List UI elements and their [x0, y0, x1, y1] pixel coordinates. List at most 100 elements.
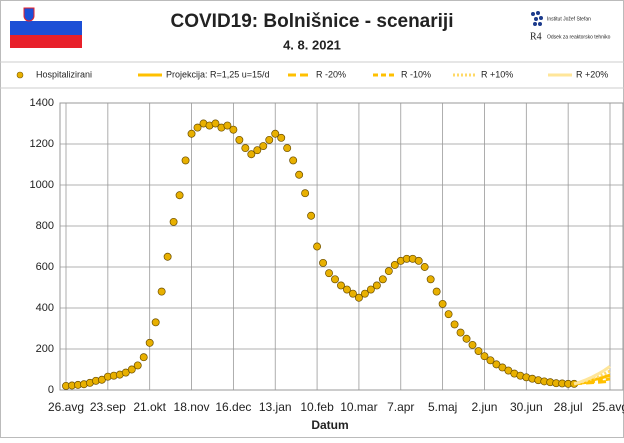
- legend-label: R -10%: [401, 69, 431, 79]
- y-tick-label: 400: [36, 302, 54, 314]
- data-point: [139, 353, 148, 362]
- department-name: Odsek za reaktorsko tehniko: [547, 34, 611, 40]
- projection-line: [573, 365, 611, 386]
- data-point: [283, 144, 292, 153]
- x-tick-label: 10.feb: [300, 400, 334, 414]
- data-point: [301, 189, 310, 198]
- y-tick-label: 1400: [30, 97, 54, 109]
- data-point: [157, 287, 166, 296]
- data-point: [444, 310, 453, 319]
- data-point: [247, 150, 256, 159]
- x-tick-label: 30.jun: [510, 400, 543, 414]
- legend-label: R +20%: [576, 69, 608, 79]
- data-point: [223, 121, 232, 130]
- x-tick-label: 2.jun: [471, 400, 497, 414]
- data-point: [295, 170, 304, 179]
- x-tick-label: 28.jul: [554, 400, 583, 414]
- data-point: [378, 275, 387, 284]
- data-point: [468, 340, 477, 349]
- chart-subtitle: 4. 8. 2021: [283, 37, 341, 52]
- data-point: [307, 211, 316, 220]
- legend-label: R -20%: [316, 69, 346, 79]
- x-tick-label: 10.mar: [340, 400, 377, 414]
- ijs-logo: [531, 11, 543, 26]
- x-tick-label: 16.dec: [215, 400, 251, 414]
- data-point: [456, 328, 465, 337]
- x-tick-label: 21.okt: [133, 400, 166, 414]
- legend-label: Hospitalizirani: [36, 69, 92, 79]
- data-point: [337, 281, 345, 290]
- data-point: [253, 146, 262, 155]
- x-tick-label: 5.maj: [428, 400, 457, 414]
- institute-name: Institut Jožef Stefan: [547, 16, 591, 22]
- data-point: [348, 289, 357, 298]
- data-point: [181, 156, 190, 165]
- data-point: [319, 258, 328, 267]
- plot-area: [59, 102, 624, 391]
- flag-red: [10, 35, 82, 48]
- data-point: [259, 142, 268, 150]
- x-tick-label: 23.sep: [90, 400, 126, 414]
- data-point: [151, 318, 160, 327]
- data-point: [432, 287, 441, 296]
- y-tick-label: 800: [36, 220, 54, 232]
- y-tick-label: 1200: [30, 138, 54, 150]
- data-point: [462, 334, 471, 343]
- flag-white: [10, 8, 82, 21]
- data-point: [313, 242, 322, 251]
- data-point: [426, 275, 435, 284]
- data-point: [289, 156, 298, 165]
- data-point: [438, 299, 447, 308]
- x-axis-label: Datum: [311, 418, 348, 432]
- x-tick-label: 26.avg: [48, 400, 84, 414]
- data-point: [486, 356, 495, 365]
- y-tick-label: 600: [36, 261, 54, 273]
- x-tick-label: 18.nov: [174, 400, 210, 414]
- data-point: [175, 191, 184, 200]
- chart-title: COVID19: Bolnišnice - scenariji: [171, 11, 454, 32]
- y-tick-label: 200: [36, 343, 54, 355]
- x-tick-label: 25.avg: [592, 400, 624, 414]
- data-point: [277, 133, 286, 142]
- data-point: [229, 125, 238, 134]
- legend-label: Projekcija: R=1,25 u=15/d: [166, 69, 270, 79]
- data-point: [372, 281, 381, 290]
- data-point: [271, 129, 280, 138]
- data-point: [193, 123, 202, 132]
- data-point: [354, 293, 363, 302]
- data-point: [127, 365, 136, 374]
- x-tick-label: 13.jan: [259, 400, 292, 414]
- data-point: [187, 129, 196, 138]
- data-point: [235, 135, 244, 144]
- data-point: [360, 289, 369, 298]
- flag-coat: [23, 7, 35, 22]
- data-point: [163, 252, 172, 261]
- legend-swatch: [16, 71, 24, 79]
- dept-logo: R4: [530, 31, 542, 42]
- data-point: [331, 275, 339, 284]
- data-point: [384, 267, 393, 276]
- data-point: [133, 361, 142, 370]
- legend-label: R +10%: [481, 69, 513, 79]
- data-point: [265, 135, 274, 144]
- y-tick-label: 0: [48, 384, 54, 396]
- data-point: [343, 285, 351, 294]
- data-point: [390, 261, 399, 269]
- series-layer: [62, 119, 611, 390]
- data-point: [211, 119, 220, 128]
- data-point: [169, 217, 178, 226]
- data-point: [145, 338, 154, 347]
- data-point: [480, 352, 489, 361]
- data-point: [325, 269, 333, 278]
- x-tick-label: 7.apr: [387, 400, 414, 414]
- flag-blue: [10, 21, 82, 35]
- data-point: [414, 256, 423, 265]
- data-point: [420, 263, 429, 271]
- projection-line: [573, 377, 611, 386]
- data-point: [474, 347, 483, 355]
- data-point: [241, 144, 250, 153]
- data-point: [450, 320, 459, 329]
- y-tick-label: 1000: [30, 179, 54, 191]
- data-point: [366, 285, 375, 294]
